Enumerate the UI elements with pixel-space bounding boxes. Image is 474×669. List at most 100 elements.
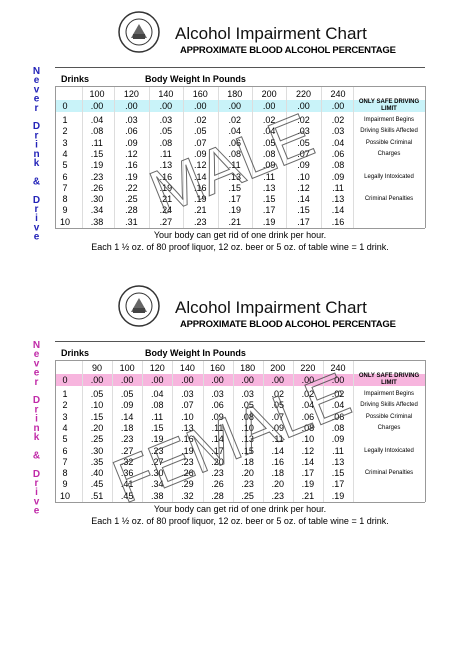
bac-value: .19: [262, 216, 276, 227]
bac-value: .20: [241, 468, 254, 479]
weight-header: Body Weight In Pounds: [145, 348, 246, 358]
bac-value: .05: [90, 389, 104, 399]
bac-value: .13: [331, 194, 345, 205]
bac-value: .23: [241, 479, 254, 490]
bac-value: .02: [262, 115, 276, 125]
bac-value: .19: [150, 434, 164, 445]
bac-value: .21: [159, 194, 173, 205]
bac-value: .15: [228, 182, 241, 193]
bac-value: .11: [151, 411, 164, 422]
bac-value: .00: [262, 101, 276, 111]
bac-value: .02: [297, 115, 310, 125]
bac-value: .40: [90, 468, 104, 479]
bac-value: .08: [301, 422, 315, 433]
bac-value: .27: [159, 216, 173, 227]
drinks: 3: [62, 411, 68, 422]
bac-value: .00: [90, 101, 104, 111]
bac-value: .02: [228, 115, 241, 125]
table-bottom: [55, 502, 425, 503]
weight: 100: [119, 363, 135, 373]
bac-value: .05: [271, 400, 285, 411]
bac-value: .00: [331, 375, 345, 385]
drinks: 10: [59, 216, 71, 227]
bac-value: .14: [331, 205, 345, 216]
bac-value: .04: [90, 115, 104, 125]
table-bottom: [55, 228, 425, 229]
bac-value: .20: [271, 479, 285, 490]
bac-value: .10: [297, 171, 310, 182]
bac-value: .11: [263, 171, 276, 182]
bac-value: .04: [150, 389, 164, 399]
footer-line: Your body can get rid of one drink per h…: [153, 230, 327, 240]
bac-value: .06: [331, 411, 345, 422]
bac-value: .30: [150, 468, 164, 479]
note: Charges: [377, 424, 401, 431]
divider: [55, 341, 425, 342]
drinks: 0: [62, 375, 68, 385]
bac-value: .10: [181, 411, 194, 422]
divider: [55, 67, 425, 68]
bac-value: .10: [301, 434, 315, 445]
bac-value: .35: [90, 456, 104, 467]
bac-value: .32: [120, 456, 134, 467]
bac-value: .19: [90, 160, 104, 171]
bac-value: .14: [271, 445, 285, 456]
note: Driving Skills Affected: [360, 402, 418, 409]
bac-value: .20: [90, 422, 104, 433]
bac-value: .11: [271, 434, 284, 445]
weight: 240: [330, 363, 346, 373]
bac-value: .15: [90, 411, 104, 422]
bac-value: .30: [90, 445, 104, 456]
weight: 200: [270, 363, 286, 373]
bac-value: .14: [211, 434, 224, 445]
weight: 220: [300, 363, 316, 373]
note: Possible Criminal: [365, 139, 413, 146]
bac-value: .02: [301, 389, 315, 399]
col-line: [148, 87, 150, 228]
col-line: [262, 361, 264, 502]
bac-value: .00: [331, 101, 345, 111]
bac-value: .15: [150, 422, 164, 433]
bac-value: .06: [331, 148, 345, 159]
bac-value: .02: [331, 115, 345, 125]
bac-value: .00: [90, 375, 104, 385]
bac-value: .00: [241, 375, 254, 385]
bac-value: .13: [241, 434, 254, 445]
bac-value: .14: [297, 194, 310, 205]
bac-value: .15: [262, 194, 276, 205]
weight: 120: [149, 363, 165, 373]
note: ONLY SAFE DRIVING LIMIT: [358, 373, 420, 386]
bac-value: .12: [301, 445, 315, 456]
note: Charges: [377, 150, 401, 157]
bac-value: .03: [181, 389, 194, 399]
seal: [118, 11, 160, 53]
bac-value: .07: [194, 137, 207, 148]
col-line: [202, 361, 204, 502]
bac-value: .26: [211, 479, 224, 490]
table-left: [55, 360, 56, 502]
bac-value: .15: [90, 148, 104, 159]
bac-value: .21: [301, 490, 315, 501]
bac-value: .00: [297, 101, 310, 111]
bac-value: .23: [271, 490, 285, 501]
bac-value: .23: [181, 456, 194, 467]
bac-value: .31: [125, 216, 138, 227]
drinks: 5: [62, 160, 68, 171]
bac-value: .14: [301, 456, 315, 467]
table-right: [425, 360, 426, 502]
bac-value: .06: [228, 137, 241, 148]
note: Driving Skills Affected: [360, 128, 418, 135]
bac-value: .04: [301, 400, 315, 411]
col-line: [183, 87, 185, 228]
drinks: 2: [62, 126, 68, 137]
note: Possible Criminal: [365, 413, 413, 420]
col-line: [286, 87, 288, 228]
bac-value: .12: [297, 182, 310, 193]
bac-value: .32: [181, 490, 194, 501]
drinks: 5: [62, 434, 68, 445]
bac-value: .11: [228, 160, 241, 171]
bac-value: .36: [120, 468, 134, 479]
bac-value: .16: [125, 160, 138, 171]
bac-value: .08: [331, 160, 345, 171]
bac-value: .18: [120, 422, 134, 433]
